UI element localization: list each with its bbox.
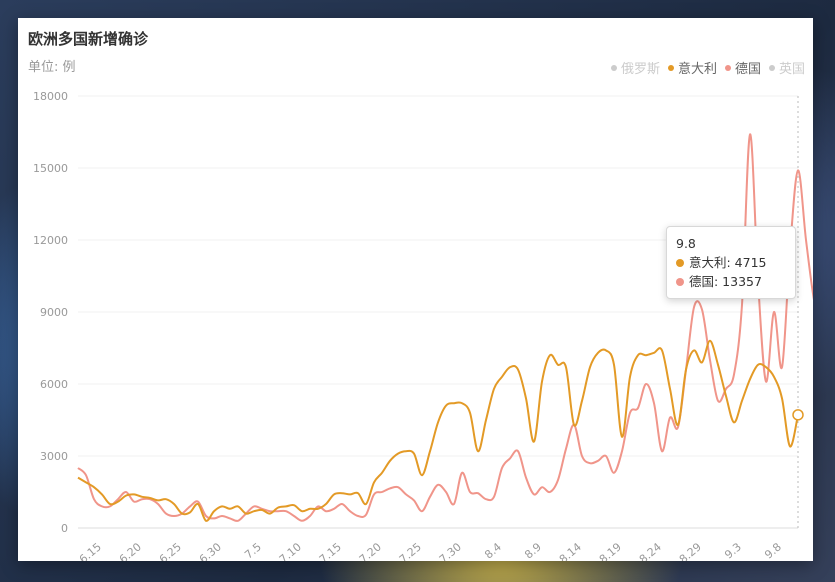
- x-tick-label: 9.3: [722, 540, 744, 561]
- x-tick-label: 8.9: [522, 540, 544, 561]
- x-tick-label: 7.20: [357, 540, 384, 561]
- legend-dot: [768, 64, 775, 71]
- x-tick-label: 6.30: [197, 540, 224, 561]
- legend-item-russia[interactable]: 俄罗斯: [610, 58, 660, 77]
- tooltip-dot: [676, 258, 684, 267]
- hover-markers: [792, 409, 804, 421]
- legend-item-italy[interactable]: 意大利: [667, 58, 717, 77]
- line-chart[interactable]: 0 3000 6000 9000 12000 15000 18000 6.15 6.20 6.2…: [18, 18, 813, 561]
- grid-lines: [78, 95, 799, 529]
- tooltip: 9.8 意大利: 4715 德国: 13357: [666, 226, 796, 299]
- x-tick-label: 6.20: [117, 540, 144, 561]
- legend-item-uk[interactable]: 英国: [768, 58, 805, 77]
- chart-card: 欧洲多国新增确诊 单位: 例 俄罗斯 意大利 德国 英国 0 3000 6000 90…: [18, 18, 813, 561]
- x-tick-label: 9.8: [762, 540, 784, 561]
- x-tick-label: 8.14: [557, 540, 584, 561]
- legend: 俄罗斯 意大利 德国 英国: [610, 58, 805, 77]
- y-tick-label: 12000: [33, 234, 68, 247]
- legend-dot: [610, 64, 617, 71]
- legend-label: 德国: [734, 62, 761, 77]
- x-tick-label: 6.25: [157, 540, 184, 561]
- x-tick-label: 7.25: [397, 540, 424, 561]
- legend-label: 意大利: [677, 62, 717, 77]
- series-line-germany: [77, 133, 813, 522]
- tooltip-row-germany: 德国: 13357: [676, 272, 786, 291]
- x-tick-label: 7.5: [242, 540, 264, 561]
- y-axis: 0 3000 6000 9000 12000 15000 18000: [33, 90, 68, 535]
- x-tick-label: 7.30: [437, 540, 464, 561]
- series-line-italy: [77, 339, 799, 522]
- y-tick-label: 9000: [40, 306, 68, 319]
- y-tick-label: 3000: [40, 450, 68, 463]
- x-tick-label: 8.29: [677, 540, 704, 561]
- y-tick-label: 18000: [33, 90, 68, 103]
- y-tick-label: 15000: [33, 162, 68, 175]
- y-tick-label: 0: [61, 522, 68, 535]
- tooltip-dot: [676, 277, 684, 286]
- tooltip-row-italy: 意大利: 4715: [676, 253, 786, 272]
- x-tick-label: 8.4: [482, 540, 504, 561]
- x-tick-label: 7.15: [317, 540, 344, 561]
- x-tick-label: 6.15: [77, 540, 104, 561]
- legend-item-germany[interactable]: 德国: [724, 58, 761, 77]
- tooltip-text: 德国: 13357: [689, 274, 762, 289]
- legend-dot: [724, 64, 731, 71]
- legend-label: 俄罗斯: [620, 62, 660, 77]
- tooltip-date: 9.8: [676, 236, 696, 251]
- tooltip-text: 意大利: 4715: [689, 255, 767, 270]
- hover-marker-italy: [792, 409, 804, 421]
- y-tick-label: 6000: [40, 378, 68, 391]
- unit-label: 单位: 例: [28, 60, 76, 75]
- legend-label: 英国: [778, 62, 805, 77]
- chart-title: 欧洲多国新增确诊: [28, 30, 149, 48]
- x-axis: 6.15 6.20 6.25 6.30 7.5 7.10 7.15 7.20 7.25 7.30 8…: [77, 540, 784, 561]
- x-tick-label: 7.10: [277, 540, 304, 561]
- legend-dot: [667, 64, 674, 71]
- series-lines: [77, 133, 813, 522]
- x-tick-label: 8.24: [637, 540, 664, 561]
- x-tick-label: 8.19: [597, 540, 624, 561]
